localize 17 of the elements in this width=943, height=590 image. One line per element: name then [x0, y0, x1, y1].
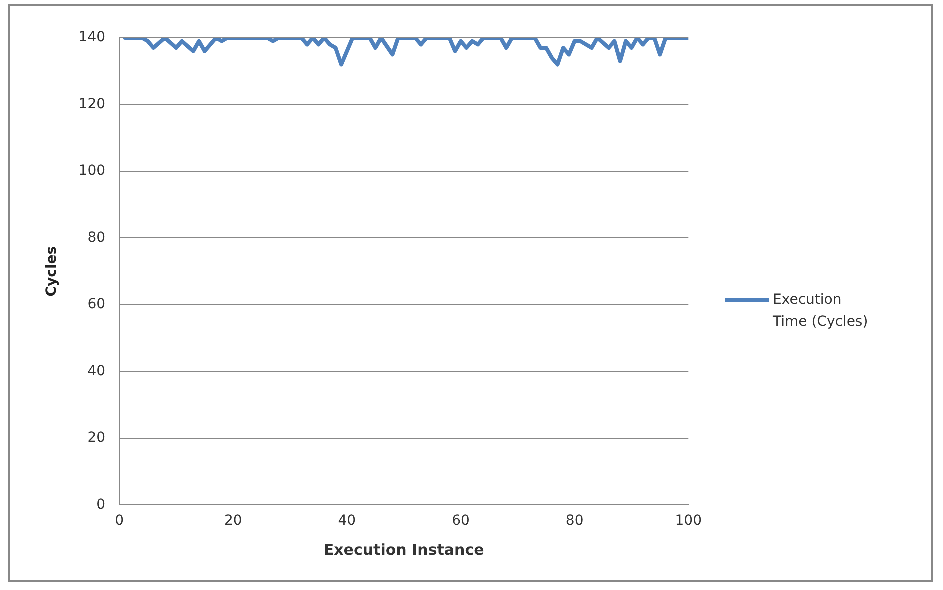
y-tick-label: 140 — [78, 30, 106, 46]
y-tick-label: 80 — [88, 230, 106, 246]
y-tick-label: 0 — [96, 496, 106, 513]
y-tick-label: 40 — [88, 363, 106, 380]
x-tick-label: 40 — [338, 513, 356, 530]
y-axis-title: Cycles — [44, 246, 60, 297]
y-tick-label: 60 — [88, 296, 106, 313]
legend-label: Execution Time (Cycles) — [773, 291, 870, 332]
y-tick-label: 120 — [78, 96, 106, 112]
x-tick-label: 0 — [115, 513, 124, 530]
y-tick-label: 100 — [78, 163, 106, 180]
x-tick-label: 100 — [675, 513, 702, 530]
y-tick-label: 20 — [88, 430, 106, 446]
x-tick-label: 60 — [452, 513, 470, 530]
x-tick-label: 80 — [566, 513, 584, 530]
x-axis-title: Execution Instance — [324, 540, 484, 559]
x-tick-label: 20 — [224, 513, 242, 530]
